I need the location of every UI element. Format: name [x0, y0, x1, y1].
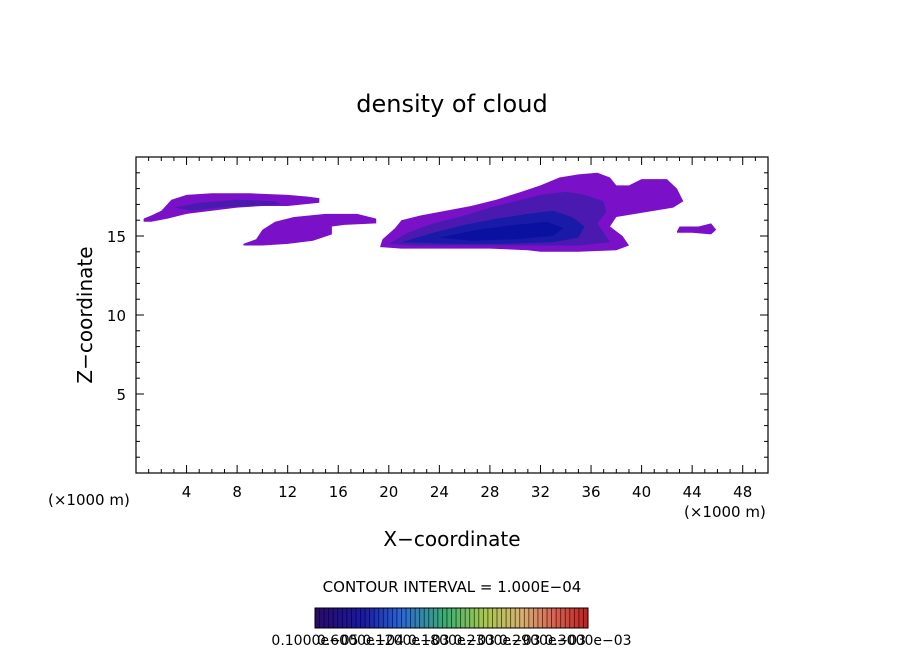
y-axis-ticks: 5 10 15 [107, 172, 768, 458]
x-tick-label: 36 [581, 483, 600, 501]
cloud-region-3 [243, 213, 377, 246]
contour-interval-label: CONTOUR INTERVAL = 1.000E−04 [323, 578, 582, 596]
colorbar-labels: 0.1000e−050.6000e−040.1200e−030.1800e−03… [271, 633, 631, 649]
colorbar-label: 0.2900e−03 [499, 633, 586, 649]
colorbar-label: 0.1800e−03 [408, 633, 495, 649]
cloud-regions [143, 172, 717, 252]
cloud-region-7 [439, 221, 564, 241]
x-tick-label: 20 [379, 483, 398, 501]
cloud-region-8 [677, 223, 717, 235]
x-tick-label: 4 [182, 483, 192, 501]
y-tick-label: 15 [107, 228, 126, 246]
colorbar-label: 0.3000e−03 [544, 633, 631, 649]
x-tick-label: 12 [278, 483, 297, 501]
x-tick-label: 8 [232, 483, 242, 501]
colorbar-label: 0.1000e−05 [271, 633, 358, 649]
colorbar-divisions [319, 608, 584, 628]
colorbar-label: 0.6000e−04 [317, 633, 404, 649]
x-axis-label: X−coordinate [383, 527, 520, 551]
x-tick-label: 16 [329, 483, 348, 501]
x-tick-label: 32 [531, 483, 550, 501]
x-tick-label: 24 [430, 483, 449, 501]
y-axis-label: Z−coordinate [73, 246, 97, 383]
x-tick-label: 40 [632, 483, 651, 501]
colorbar [314, 607, 589, 629]
y-tick-label: 10 [107, 307, 126, 325]
colorbar-label: 0.1200e−03 [362, 633, 449, 649]
cloud-region-1 [143, 193, 320, 222]
x-tick-label: 48 [733, 483, 752, 501]
x-unit-right: (×1000 m) [684, 503, 766, 521]
colorbar-label: 0.2300e−03 [453, 633, 540, 649]
x-tick-label: 28 [480, 483, 499, 501]
chart-title: density of cloud [356, 90, 547, 118]
x-axis-ticks: 4 8 12 16 20 24 28 32 36 40 44 48 [148, 157, 756, 501]
y-tick-label: 5 [116, 386, 126, 404]
x-unit-left: (×1000 m) [48, 491, 130, 509]
x-tick-label: 44 [683, 483, 702, 501]
cloud-region-2 [173, 199, 282, 211]
